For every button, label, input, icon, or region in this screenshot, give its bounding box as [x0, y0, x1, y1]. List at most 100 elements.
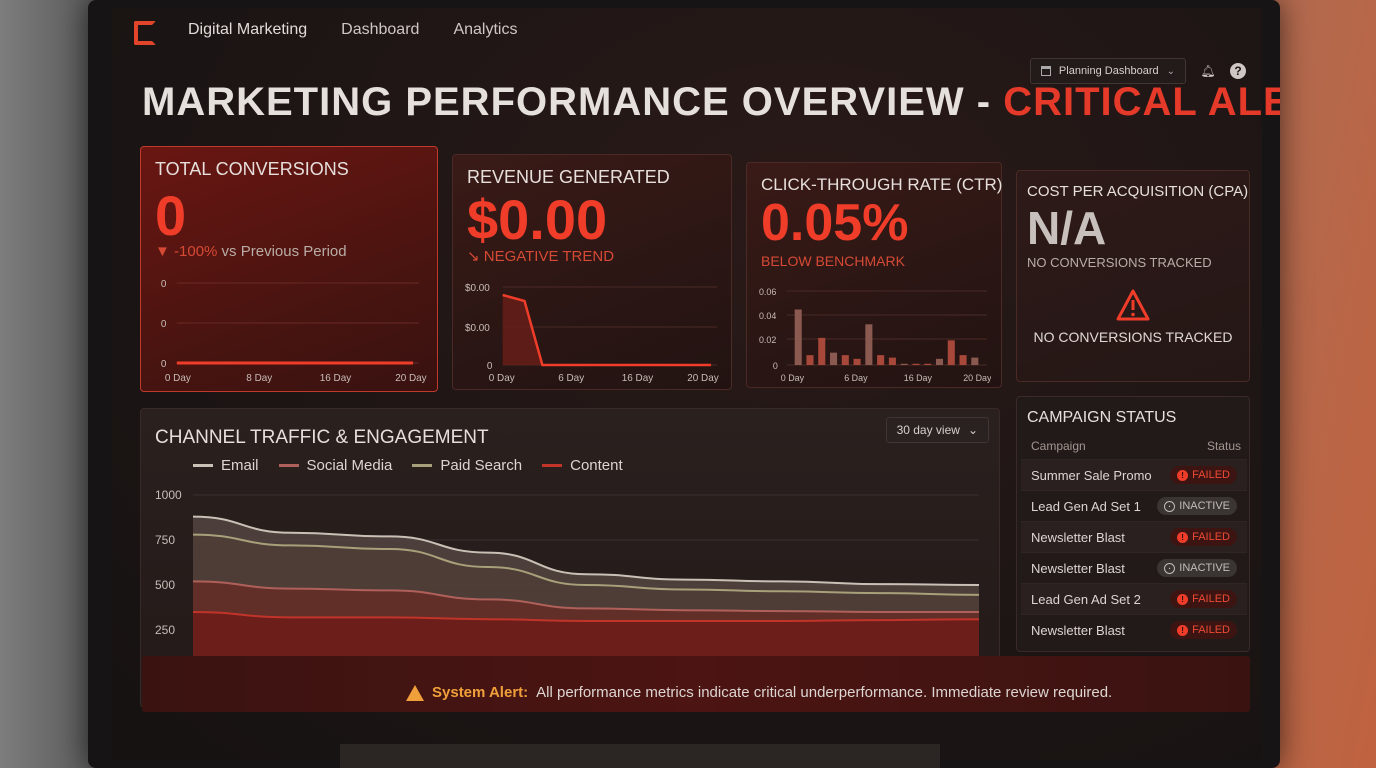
- x-tick-label: 16 Day: [320, 373, 351, 384]
- table-row[interactable]: Newsletter Blast · INACTIVE: [1021, 552, 1247, 583]
- kpi-card-ctr[interactable]: CLICK-THROUGH RATE (CTR) 0.05% BELOW BEN…: [746, 162, 1002, 388]
- campaign-name: Summer Sale Promo: [1031, 467, 1152, 483]
- y-tick-label: 0.06: [759, 287, 776, 297]
- x-tick-label: 6 Day: [844, 373, 868, 383]
- legend-swatch: [278, 464, 299, 467]
- legend-label: Social Media: [306, 457, 393, 474]
- y-tick-label: 0: [487, 361, 493, 372]
- legend-swatch: [412, 464, 433, 467]
- page-title-main: MARKETING PERFORMANCE OVERVIEW -: [142, 80, 1004, 124]
- campaign-status-panel: CAMPAIGN STATUS Campaign Status Summer S…: [1016, 396, 1250, 652]
- cpa-message: NO CONVERSIONS TRACKED: [1033, 329, 1233, 345]
- y-tick-label: 250: [155, 623, 175, 637]
- kpi-delta-value: -100%: [174, 243, 218, 260]
- x-tick-label: 20 Day: [687, 373, 718, 384]
- y-tick-label: 0: [161, 279, 167, 290]
- y-tick-label: 0.04: [759, 311, 776, 321]
- monitor-stand: [340, 744, 940, 768]
- ctr-bar: [924, 363, 932, 365]
- bell-icon[interactable]: 🔔︎: [1200, 64, 1216, 78]
- kpi-title: COST PER ACQUISITION (CPA): [1027, 183, 1249, 200]
- status-label: INACTIVE: [1179, 500, 1230, 512]
- page-title-alert: CRITICAL ALERT: [1003, 80, 1280, 124]
- campaign-name: Newsletter Blast: [1031, 622, 1125, 638]
- kpi-card-revenue[interactable]: REVENUE GENERATED $0.00 ↘ NEGATIVE TREND…: [452, 154, 732, 390]
- toolbar-right: Planning Dashboard ⌄ 🔔︎ ?: [1029, 58, 1246, 84]
- planning-select-label: Planning Dashboard: [1058, 65, 1159, 77]
- kpi-value: 0: [155, 184, 187, 247]
- legend-item[interactable]: Content: [542, 457, 623, 474]
- planning-dashboard-select[interactable]: Planning Dashboard ⌄: [1029, 58, 1186, 84]
- ctr-bar: [818, 337, 826, 365]
- kpi-card-conversions[interactable]: TOTAL CONVERSIONS 0 ▼ -100% vs Previous …: [140, 146, 438, 392]
- view-select-label: 30 day view: [896, 423, 960, 437]
- nav-brand[interactable]: Digital Marketing: [188, 21, 308, 38]
- kpi-title: REVENUE GENERATED: [467, 167, 670, 187]
- nav-dashboard[interactable]: Dashboard: [341, 21, 420, 38]
- legend-item[interactable]: Email: [193, 457, 259, 474]
- ctr-bar: [900, 363, 908, 365]
- ctr-chart: 0.06 0.04 0.02 0 0 Day 6 Day 16 Day 20 D…: [757, 277, 992, 385]
- brand-logo-icon: [132, 19, 156, 45]
- col-campaign: Campaign: [1031, 439, 1086, 453]
- inactive-icon: ·: [1164, 500, 1176, 512]
- background-wall: [0, 0, 95, 768]
- legend-item[interactable]: Social Media: [278, 457, 393, 474]
- legend-swatch: [542, 464, 563, 467]
- inactive-icon: ·: [1164, 562, 1176, 574]
- alert-icon: !: [1177, 593, 1189, 605]
- y-tick-label: 750: [155, 533, 175, 547]
- series-line: [192, 515, 980, 586]
- status-label: FAILED: [1192, 593, 1230, 605]
- table-row[interactable]: Newsletter Blast! FAILED: [1021, 614, 1247, 645]
- x-tick-label: 20 Day: [963, 373, 991, 383]
- kpi-card-cpa[interactable]: COST PER ACQUISITION (CPA) N/A NO CONVER…: [1016, 170, 1250, 382]
- status-label: FAILED: [1192, 531, 1230, 543]
- ctr-bar: [853, 358, 861, 365]
- ctr-bar: [806, 355, 814, 365]
- ctr-bar: [912, 363, 920, 365]
- status-badge: · INACTIVE: [1157, 497, 1237, 515]
- status-badge: · INACTIVE: [1157, 559, 1237, 577]
- ctr-bar: [877, 355, 885, 365]
- table-row[interactable]: Lead Gen Ad Set 2! FAILED: [1021, 583, 1247, 614]
- y-tick-label: 0: [773, 361, 778, 371]
- view-select[interactable]: 30 day view ⌄: [885, 417, 989, 443]
- legend-label: Email: [221, 457, 259, 474]
- nav-analytics[interactable]: Analytics: [453, 21, 518, 38]
- table-row[interactable]: Lead Gen Ad Set 1 · INACTIVE: [1021, 490, 1247, 521]
- table-row[interactable]: Newsletter Blast! FAILED: [1021, 521, 1247, 552]
- ctr-bar: [971, 357, 979, 365]
- alert-icon: !: [1177, 531, 1189, 543]
- legend-swatch: [193, 464, 213, 467]
- x-tick-label: 16 Day: [622, 373, 653, 384]
- system-alert-text: System Alert: All performance metrics in…: [406, 684, 1112, 701]
- ctr-bar: [959, 355, 967, 365]
- legend-item[interactable]: Paid Search: [412, 457, 522, 474]
- trend-down-icon: ↘: [467, 248, 480, 265]
- status-badge: ! FAILED: [1170, 466, 1237, 484]
- alert-message: All performance metrics indicate critica…: [536, 684, 1113, 701]
- alert-icon: !: [1177, 624, 1189, 636]
- campaign-table-header: Campaign Status: [1031, 439, 1241, 453]
- ctr-bar: [947, 340, 955, 365]
- status-badge: ! FAILED: [1170, 590, 1237, 608]
- kpi-note: BELOW BENCHMARK: [761, 253, 905, 269]
- campaign-name: Newsletter Blast: [1031, 529, 1125, 545]
- traffic-title: CHANNEL TRAFFIC & ENGAGEMENT: [155, 427, 489, 448]
- traffic-legend: Email Social Media Paid Search Content: [193, 457, 623, 474]
- revenue-chart: $0.00 $0.00 0 0 Day 6 Day 16 Day 20 Day: [463, 277, 721, 387]
- kpi-note: NO CONVERSIONS TRACKED: [1027, 255, 1212, 270]
- ctr-bar: [935, 358, 944, 365]
- down-arrow-icon: ▼: [155, 243, 170, 260]
- campaign-name: Lead Gen Ad Set 2: [1031, 591, 1141, 607]
- chevron-down-icon: ⌄: [1166, 65, 1175, 77]
- status-label: INACTIVE: [1179, 562, 1230, 574]
- help-icon[interactable]: ?: [1230, 63, 1246, 79]
- table-row[interactable]: Summer Sale Promo ! FAILED: [1021, 459, 1247, 490]
- y-tick-label: 0: [161, 319, 167, 330]
- kpi-trend-label: NEGATIVE TREND: [483, 248, 615, 265]
- y-tick-label: $0.00: [465, 323, 490, 334]
- status-badge: ! FAILED: [1170, 528, 1237, 546]
